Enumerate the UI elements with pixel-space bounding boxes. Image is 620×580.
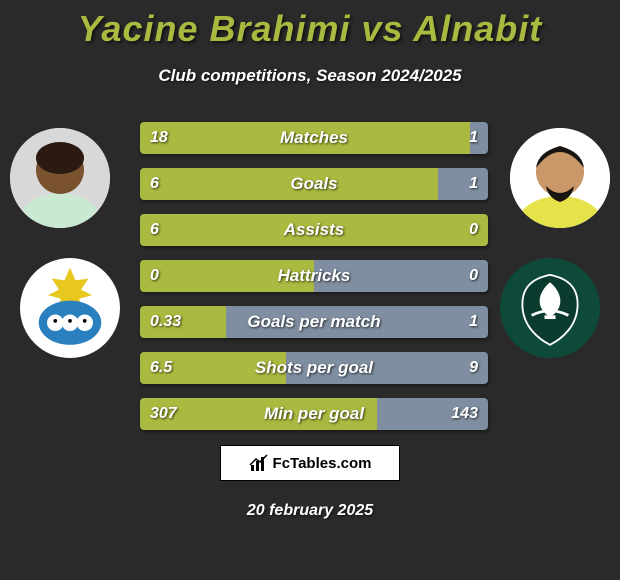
stat-row: 61Goals bbox=[140, 168, 488, 200]
stat-row: 181Matches bbox=[140, 122, 488, 154]
club-right-badge bbox=[500, 258, 600, 358]
stat-row: 6.59Shots per goal bbox=[140, 352, 488, 384]
page-title: Yacine Brahimi vs Alnabit bbox=[0, 0, 620, 50]
footer-date: 20 february 2025 bbox=[0, 502, 620, 520]
stat-label: Shots per goal bbox=[140, 352, 488, 384]
person-icon bbox=[10, 128, 110, 228]
person-icon bbox=[510, 128, 610, 228]
stat-row: 60Assists bbox=[140, 214, 488, 246]
stats-bars: 181Matches 61Goals 60Assists 00Hattricks 0.3… bbox=[140, 122, 488, 444]
chart-icon bbox=[249, 453, 269, 473]
stat-label: Hattricks bbox=[140, 260, 488, 292]
club-badge-icon bbox=[504, 262, 596, 354]
stat-label: Goals per match bbox=[140, 306, 488, 338]
stat-row: 0.331Goals per match bbox=[140, 306, 488, 338]
page-subtitle: Club competitions, Season 2024/2025 bbox=[0, 66, 620, 86]
player-left-avatar bbox=[10, 128, 110, 228]
stat-row: 00Hattricks bbox=[140, 260, 488, 292]
stat-label: Assists bbox=[140, 214, 488, 246]
brand-text: FcTables.com bbox=[273, 455, 372, 472]
stat-label: Matches bbox=[140, 122, 488, 154]
stat-label: Min per goal bbox=[140, 398, 488, 430]
brand-badge: FcTables.com bbox=[220, 445, 400, 481]
club-left-badge bbox=[20, 258, 120, 358]
club-badge-icon bbox=[24, 262, 116, 354]
stat-row: 307143Min per goal bbox=[140, 398, 488, 430]
player-right-avatar bbox=[510, 128, 610, 228]
stat-label: Goals bbox=[140, 168, 488, 200]
